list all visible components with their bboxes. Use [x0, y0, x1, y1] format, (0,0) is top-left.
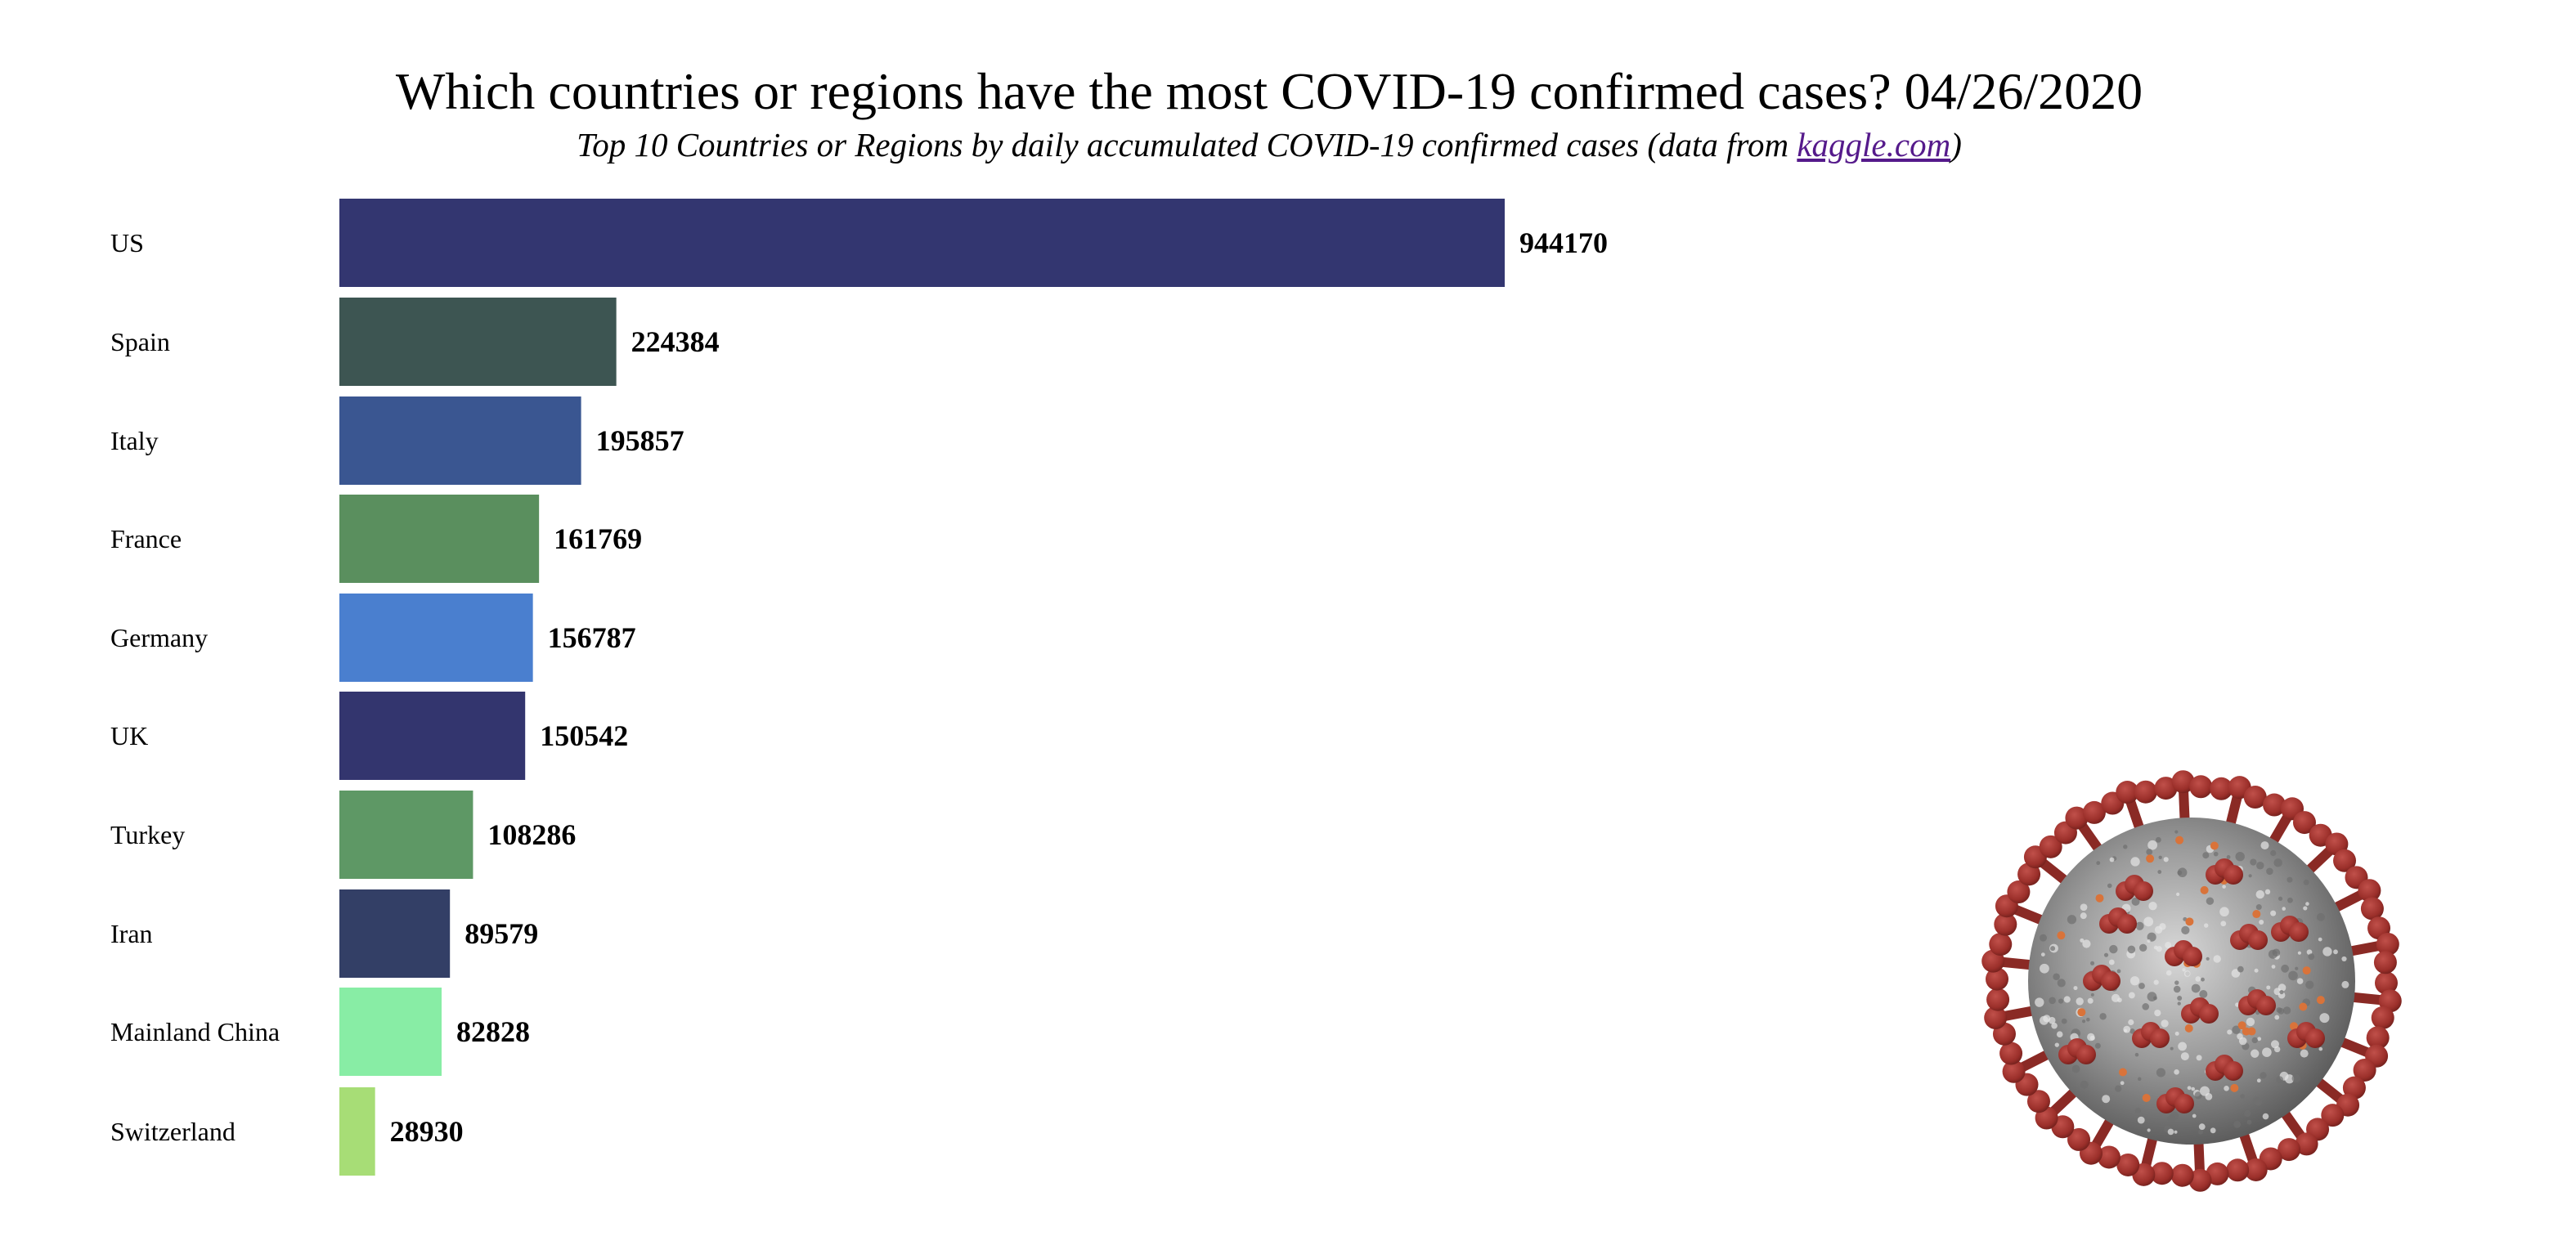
bar [339, 594, 533, 682]
bar [339, 988, 442, 1076]
value-label: 108286 [487, 818, 576, 851]
subtitle-suffix: ) [1950, 126, 1962, 164]
category-label: Spain [110, 327, 170, 356]
category-label: Iran [110, 919, 153, 948]
category-label: Mainland China [110, 1017, 280, 1046]
value-label: 224384 [631, 325, 720, 358]
chart-subtitle: Top 10 Countries or Regions by daily acc… [0, 123, 2538, 167]
bar [339, 692, 526, 780]
category-label: US [110, 228, 144, 258]
bar [339, 396, 581, 485]
value-label: 195857 [596, 424, 684, 457]
bar [339, 791, 473, 879]
kaggle-link[interactable]: kaggle.com [1797, 126, 1951, 164]
value-label: 156787 [548, 621, 636, 654]
chart-title: Which countries or regions have the most… [395, 62, 2143, 120]
category-label: Italy [110, 426, 159, 455]
category-label: UK [110, 721, 148, 750]
category-label: Turkey [110, 820, 185, 849]
category-label: Germany [110, 623, 208, 652]
value-label: 161769 [554, 522, 642, 555]
subtitle-prefix: Top 10 Countries or Regions by daily acc… [577, 126, 1797, 164]
category-label: France [110, 524, 182, 553]
category-label: Switzerland [110, 1117, 236, 1146]
bar [339, 298, 617, 386]
value-label: 82828 [456, 1015, 530, 1048]
value-label: 89579 [464, 917, 538, 950]
bar [339, 889, 451, 978]
coronavirus-illustration-icon [1981, 770, 2402, 1192]
value-label: 28930 [390, 1115, 464, 1148]
bar [339, 199, 1505, 287]
value-label: 944170 [1519, 226, 1608, 259]
bar [339, 495, 540, 583]
value-label: 150542 [540, 719, 628, 752]
bar [339, 1087, 375, 1176]
